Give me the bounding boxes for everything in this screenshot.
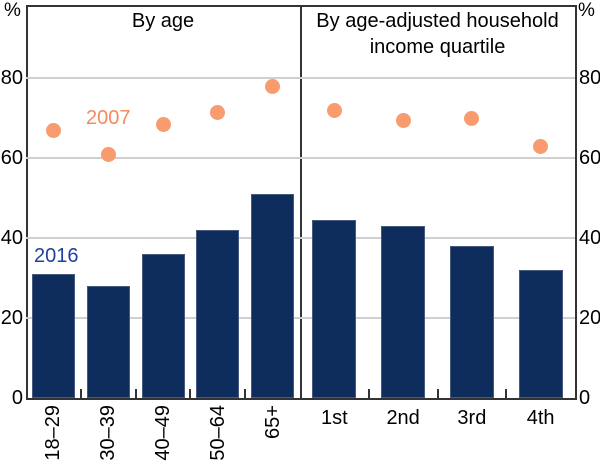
axis-tick [189, 389, 192, 398]
bar-2016 [449, 246, 494, 398]
panel-title: By age-adjusted household income quartil… [316, 10, 559, 58]
y-axis-tick-label-left: 80 [0, 67, 23, 89]
panel-divider-line [300, 5, 302, 400]
panel-by-age: By age 2007 2016 18–29 30–39 40–49 50–64 65+ [26, 5, 300, 461]
dot-2007 [100, 146, 116, 162]
category-label: 2nd [386, 407, 420, 429]
category-label: 18–29 [42, 405, 65, 461]
y-axis-tick-label-right: 0 [579, 387, 591, 409]
axis-tick [79, 389, 82, 398]
axis-tick [244, 389, 247, 398]
series-label-2016: 2016 [34, 245, 79, 267]
series-label-2007: 2007 [86, 107, 131, 129]
gridline [300, 157, 575, 159]
y-axis-tick-label-right: 60 [579, 147, 600, 169]
bar-2016 [518, 270, 563, 398]
bar-2016 [31, 274, 75, 398]
panel-title: By age [131, 10, 195, 32]
axis-tick [134, 389, 137, 398]
axis-tick [436, 389, 439, 398]
gridline [300, 77, 575, 79]
y-axis-tick-label-right: 20 [579, 307, 600, 329]
category-label: 3rd [457, 407, 487, 429]
dot-2007 [464, 110, 480, 126]
dot-2007 [265, 78, 281, 94]
axis-tick [505, 389, 508, 398]
category-label: 65+ [261, 405, 284, 439]
bar-2016 [141, 254, 185, 398]
category-label: 4th [526, 407, 555, 429]
y-axis-tick-label-left: 60 [0, 147, 23, 169]
category-label: 40–49 [152, 405, 174, 461]
y-axis-unit-right: % [578, 0, 595, 21]
axis-tick [367, 389, 370, 398]
bar-2016 [381, 226, 426, 398]
bar-2016 [251, 194, 295, 398]
dot-2007 [395, 112, 411, 128]
bar-2016 [312, 220, 357, 398]
category-label: 1st [321, 407, 348, 429]
y-axis-tick-label-right: 80 [579, 67, 600, 89]
bar-2016 [196, 230, 240, 398]
dot-2007 [45, 122, 61, 138]
dot-2007 [210, 104, 226, 120]
y-axis-tick-label-right: 40 [579, 227, 600, 249]
y-axis-tick-label-left: 20 [0, 307, 23, 329]
y-axis-unit-left: % [4, 0, 21, 21]
y-axis-right-line [575, 5, 577, 400]
dot-2007 [326, 102, 342, 118]
category-label: 30–39 [97, 405, 120, 461]
dot-2007 [155, 116, 171, 132]
bar-2016 [86, 286, 130, 398]
gridline [26, 237, 300, 239]
y-axis-tick-label-left: 0 [11, 387, 23, 409]
panel-by-income-quartile: By age-adjusted household income quartil… [300, 5, 575, 429]
y-axis-tick-label-left: 40 [0, 227, 23, 249]
category-label: 50–64 [206, 405, 229, 461]
gridline [300, 237, 575, 239]
y-axis-left-line [26, 5, 28, 400]
dot-2007 [533, 138, 549, 154]
gridline [26, 157, 300, 159]
gridline [300, 317, 575, 319]
gridline [26, 77, 300, 79]
